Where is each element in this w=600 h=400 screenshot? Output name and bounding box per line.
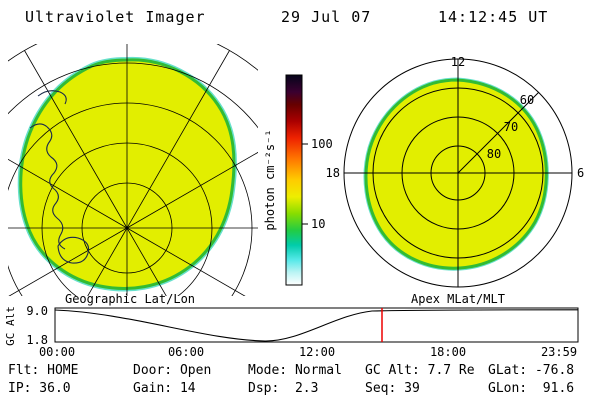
colorbar-tick-label-10: 10: [311, 217, 325, 231]
uv-image-apex: [364, 78, 548, 270]
status-gc-alt: GC Alt: 7.7 Re: [365, 363, 475, 378]
app-title: Ultraviolet Imager: [25, 8, 206, 26]
colorbar: 100 10 photon cm⁻²s⁻¹: [263, 74, 333, 286]
mlt-label-12: 12: [451, 55, 465, 69]
time-label: 14:12:45 UT: [438, 8, 549, 26]
xtick-0600: 06:00: [168, 345, 204, 359]
xtick-1200: 12:00: [299, 345, 335, 359]
strip-ylabel: GC Alt: [4, 306, 17, 346]
mlt-label-6: 6: [577, 166, 584, 180]
mlt-crosshair: [344, 59, 572, 287]
status-gain: Gain: 14: [133, 381, 196, 396]
mlat-ring-label-60: 60: [520, 93, 534, 107]
status-glon: GLon: 91.6: [488, 381, 575, 396]
gc-alt-strip-chart: 9.0 1.8 GC Alt 00:00 06:00 12:00 18:00 2…: [4, 304, 579, 359]
strip-ymax-label: 9.0: [26, 304, 48, 318]
status-dsp: Dsp: 2.3: [248, 381, 319, 396]
strip-ymin-label: 1.8: [26, 333, 48, 347]
colorbar-gradient: [285, 74, 303, 286]
colorbar-units-label: photon cm⁻²s⁻¹: [263, 129, 277, 230]
left-panel-title: Geographic Lat/Lon: [65, 292, 195, 306]
coastline-overlay: [29, 90, 90, 264]
xtick-0000: 00:00: [39, 345, 75, 359]
xtick-1800: 18:00: [430, 345, 466, 359]
mlat-ring-label-70: 70: [504, 120, 518, 134]
status-ip: IP: 36.0: [8, 381, 71, 396]
status-flt: Flt: HOME: [8, 363, 79, 378]
xtick-2359: 23:59: [541, 345, 577, 359]
colorbar-tick-label-100: 100: [311, 137, 333, 151]
right-panel-title: Apex MLat/MLT: [411, 292, 505, 306]
strip-frame: [54, 307, 579, 343]
status-seq: Seq: 39: [365, 381, 420, 396]
geographic-map: [8, 44, 258, 296]
mlt-label-18: 18: [326, 166, 340, 180]
mlat-ring-label-80: 80: [487, 147, 501, 161]
gc-alt-curve: [54, 309, 579, 342]
status-mode: Mode: Normal: [248, 363, 342, 378]
status-glat: GLat: -76.8: [488, 363, 575, 378]
date-label: 29 Jul 07: [281, 8, 372, 26]
latlon-grid: [8, 44, 258, 296]
status-door: Door: Open: [133, 363, 212, 378]
mlat-mlt-dial: 12 18 6 60 70 80: [326, 55, 584, 288]
